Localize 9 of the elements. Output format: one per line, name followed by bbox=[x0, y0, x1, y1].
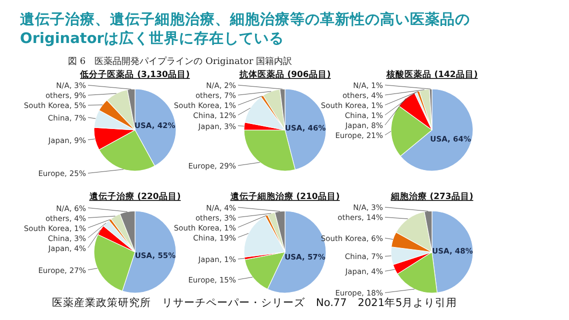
text: 図 6 医薬品開発パイプラインの Originator 国籍内訳 bbox=[68, 56, 292, 67]
text: 医薬産業政策研究所 リサーチペーパー・シリーズ No.77 2021年5月より引用 bbox=[52, 296, 458, 309]
chart-title: 遺伝子治療 (220品目) bbox=[89, 191, 181, 202]
text: 遺伝子治療、遺伝子細胞治療、細胞治療等の革新性の高い医薬品のOriginatorは広く世界に存在している bbox=[20, 10, 470, 47]
chart-title: 抗体医薬品 (906品目) bbox=[238, 69, 331, 80]
chart-title: 核酸医薬品 (142品目) bbox=[385, 69, 478, 80]
chart-title: 細胞治療 (273品目) bbox=[390, 191, 474, 202]
chart-title: 低分子医薬品 (3,130品目) bbox=[79, 69, 190, 80]
chart-title: 遺伝子細胞治療 (210品目) bbox=[230, 191, 340, 202]
